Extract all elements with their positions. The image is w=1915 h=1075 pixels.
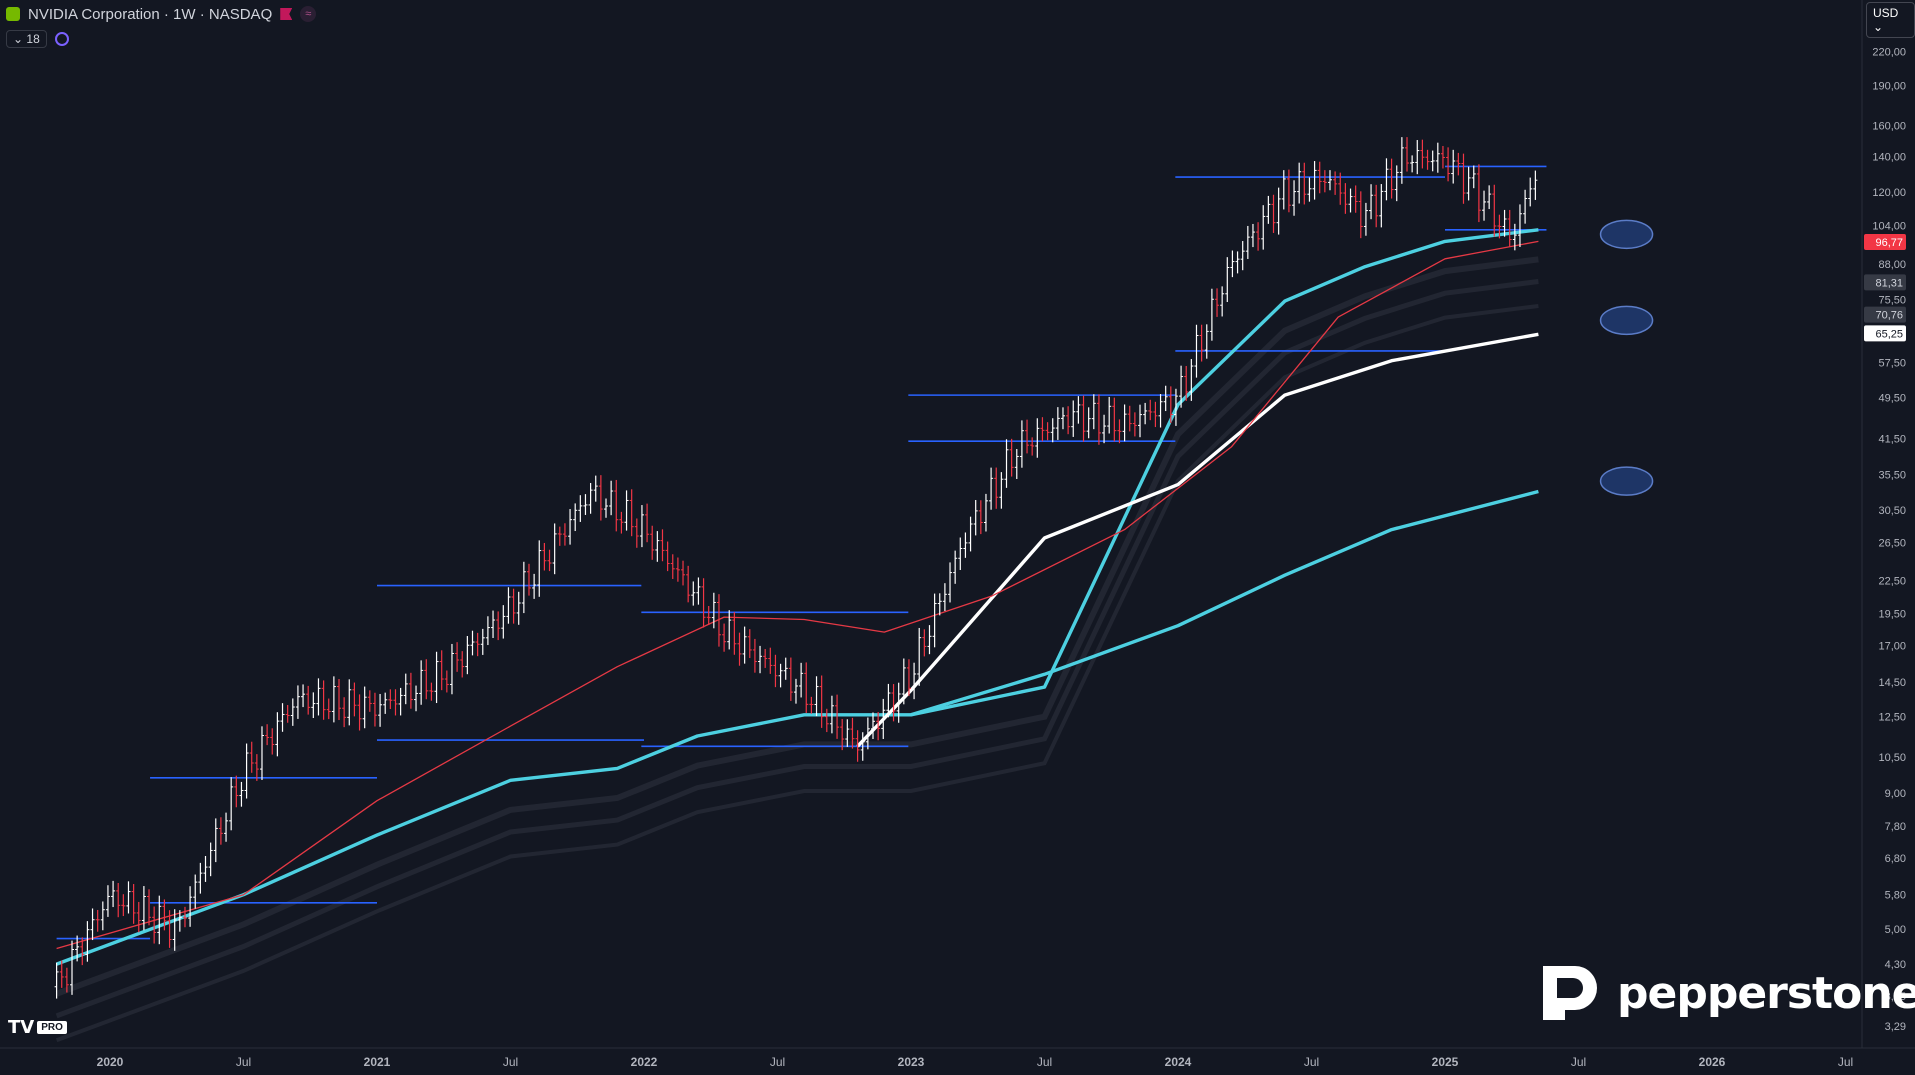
price-tick-label: 57,50 xyxy=(1878,358,1906,370)
price-badge-box xyxy=(1864,274,1906,291)
target-marker xyxy=(1599,305,1654,336)
price-tick-label: 6,80 xyxy=(1885,853,1906,865)
pepperstone-wordmark: pepperstone xyxy=(1617,967,1915,1019)
price-tick-label: 49,50 xyxy=(1878,392,1906,404)
price-badge-label: 65,25 xyxy=(1875,328,1903,340)
price-tick-label: 7,80 xyxy=(1885,821,1906,833)
time-tick-label: Jul xyxy=(236,1055,251,1069)
time-tick-label: Jul xyxy=(1304,1055,1319,1069)
price-tick-label: 190,00 xyxy=(1872,80,1906,92)
target-marker xyxy=(1599,466,1654,496)
price-tick-label: 30,50 xyxy=(1878,505,1906,517)
price-tick-label: 120,00 xyxy=(1872,187,1906,199)
price-tick-label: 17,00 xyxy=(1878,640,1906,652)
time-tick-label: 2020 xyxy=(97,1055,124,1069)
tradingview-logo: TV PRO xyxy=(8,1017,67,1038)
price-tick-label: 10,50 xyxy=(1878,752,1906,764)
approx-icon[interactable]: ≈ xyxy=(300,6,317,22)
settings-icon[interactable] xyxy=(54,32,69,46)
price-tick-label: 5,80 xyxy=(1885,890,1906,902)
moving-average-line xyxy=(856,332,1539,748)
price-series xyxy=(54,137,1539,999)
time-tick-label: Jul xyxy=(770,1055,785,1069)
flag-icon[interactable] xyxy=(280,8,293,20)
indicators-toggle-button[interactable]: ⌄ 18 xyxy=(6,30,47,48)
price-badge-box xyxy=(1864,306,1906,323)
time-tick-label: Jul xyxy=(1037,1055,1052,1069)
price-tick-label: 140,00 xyxy=(1872,151,1906,163)
price-tick-label: 12,50 xyxy=(1878,712,1906,724)
time-tick-label: Jul xyxy=(503,1055,518,1069)
pepperstone-watermark: pepperstone xyxy=(1535,962,1915,1024)
price-badges: 96,77 81,31 70,76 65,25 xyxy=(1864,233,1906,342)
price-tick-label: 104,00 xyxy=(1872,220,1906,232)
time-tick-label: Jul xyxy=(1838,1055,1853,1069)
price-tick-label: 41,50 xyxy=(1878,433,1906,445)
time-tick-label: Jul xyxy=(1571,1055,1586,1069)
moving-average-line xyxy=(56,240,1539,950)
time-axis[interactable]: 2020 Jul 2021 Jul 2022 Jul 2023 Jul 2024 Jul 2025 J… xyxy=(97,1055,1854,1069)
price-tick-label: 35,50 xyxy=(1878,470,1906,482)
time-tick-label: 2025 xyxy=(1432,1055,1459,1069)
time-tick-label: 2026 xyxy=(1699,1055,1726,1069)
chart-header: NVIDIA Corporation · 1W · NASDAQ ≈ xyxy=(6,4,317,24)
price-badge-box xyxy=(1864,325,1906,342)
price-tick-label: 3,75 xyxy=(1885,991,1906,1003)
time-tick-label: 2024 xyxy=(1165,1055,1192,1069)
price-tick-label: 160,00 xyxy=(1872,120,1906,132)
time-tick-label: 2023 xyxy=(898,1055,925,1069)
price-tick-label: 22,50 xyxy=(1878,575,1906,587)
pepperstone-logo-icon xyxy=(1543,966,1597,1020)
ma-band-line xyxy=(55,304,1539,1043)
price-tick-label: 4,30 xyxy=(1885,959,1906,971)
currency-select[interactable]: USD ⌄ xyxy=(1866,2,1915,38)
price-axis[interactable]: 280,00220,00190,00160,00140,00120,00104,… xyxy=(1872,5,1906,1033)
target-markers xyxy=(1599,219,1654,496)
symbol-title[interactable]: NVIDIA Corporation · 1W · NASDAQ xyxy=(28,5,273,23)
moving-average-line xyxy=(56,228,1539,966)
pro-badge: PRO xyxy=(37,1021,67,1034)
target-marker xyxy=(1599,219,1654,250)
nvidia-logo-icon xyxy=(6,7,20,21)
moving-average-line xyxy=(910,489,1539,717)
price-tick-label: 26,50 xyxy=(1878,537,1906,549)
time-tick-label: 2022 xyxy=(631,1055,658,1069)
price-badge-label: 96,77 xyxy=(1875,237,1903,249)
price-tick-label: 220,00 xyxy=(1872,46,1906,58)
time-tick-label: 2021 xyxy=(364,1055,391,1069)
ma-band-line xyxy=(55,279,1539,1019)
price-tick-label: 14,50 xyxy=(1878,677,1906,689)
price-tick-label: 19,50 xyxy=(1878,608,1906,620)
tradingview-icon: TV xyxy=(8,1017,35,1038)
price-tick-label: 9,00 xyxy=(1885,788,1906,800)
price-tick-label: 75,50 xyxy=(1878,295,1906,307)
price-tick-label: 88,00 xyxy=(1878,259,1906,271)
price-tick-label: 3,29 xyxy=(1885,1021,1906,1033)
price-badge-label: 70,76 xyxy=(1875,310,1903,322)
price-badge-box xyxy=(1864,233,1906,250)
price-tick-label: 5,00 xyxy=(1885,924,1906,936)
price-badge-label: 81,31 xyxy=(1875,277,1903,289)
indicator-bar: ⌄ 18 xyxy=(6,30,69,48)
